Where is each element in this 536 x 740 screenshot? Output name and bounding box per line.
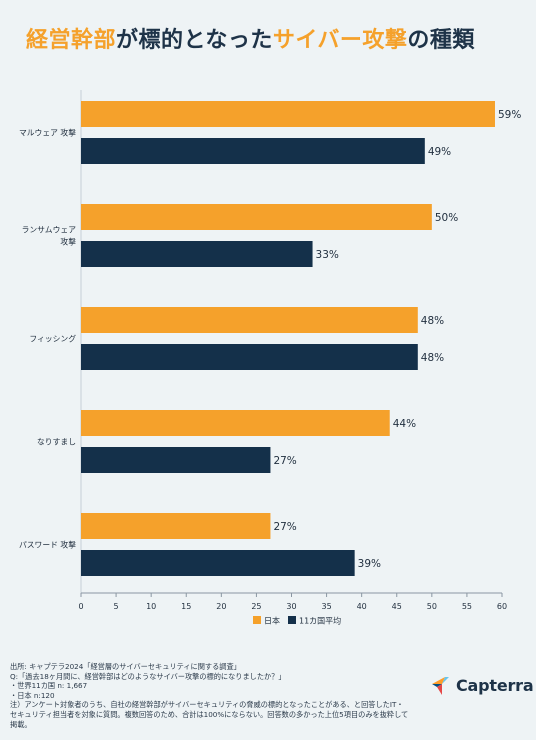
x-tick-label: 55 (462, 602, 472, 611)
bar-value-label: 59% (498, 109, 521, 121)
bar (81, 101, 495, 127)
bar-value-label: 33% (316, 249, 339, 261)
title-text-2: の種類 (407, 28, 475, 53)
x-tick-label: 50 (427, 602, 437, 611)
bar-value-label: 48% (421, 315, 444, 327)
legend-swatch (288, 616, 296, 624)
footer-sample-japan: ・日本 n:120 (10, 690, 55, 700)
category-label: なりすまし (37, 438, 76, 447)
bar (81, 204, 432, 230)
x-tick-label: 45 (392, 602, 402, 611)
bar-value-label: 48% (421, 352, 444, 364)
bar (81, 550, 355, 576)
x-tick-label: 15 (181, 602, 191, 611)
category-label: フィッシング (29, 334, 76, 344)
x-tick-label: 10 (146, 602, 156, 611)
x-tick-label: 25 (251, 602, 261, 611)
category-label: ランサムウェア (22, 226, 77, 235)
bar (81, 344, 418, 370)
x-tick-label: 30 (286, 602, 296, 611)
bar-value-label: 49% (428, 146, 451, 158)
footer-source: 出所: キャプテラ2024「経営層のサイバーセキュリティに関する調査」 (10, 662, 241, 671)
legend-label: 日本 (264, 616, 280, 626)
capterra-arrow-icon (432, 676, 449, 695)
legend-label: 11カ国平均 (299, 616, 341, 626)
footer-note: 注）アンケート対象者のうち、自社の経営幹部がサイバーセキュリティの脅威の標的とな… (10, 700, 409, 729)
bar (81, 447, 271, 473)
x-tick-label: 35 (321, 602, 331, 611)
bar-value-label: 44% (393, 418, 416, 430)
footer-sample-global: ・世界11カ国 n: 1,667 (10, 681, 88, 691)
bar (81, 241, 313, 267)
footer-notes: 出所: キャプテラ2024「経営層のサイバーセキュリティに関する調査」 Q:「過… (10, 662, 410, 729)
bar-value-label: 27% (273, 455, 296, 467)
footer-question: Q:「過去18ヶ月間に、経営幹部はどのようなサイバー攻撃の標的になりましたか？」 (10, 671, 286, 681)
bar-value-label: 39% (358, 558, 381, 570)
legend-swatch (253, 616, 261, 624)
bar-value-label: 50% (435, 212, 458, 224)
title-text-1: が標的となった (116, 28, 273, 53)
category-label: 攻撃 (60, 237, 76, 247)
page-title: 経営幹部が標的となったサイバー攻撃の種類 (26, 22, 475, 54)
x-tick-label: 20 (216, 602, 226, 611)
title-highlight-2: サイバー攻撃 (272, 28, 408, 53)
bar (81, 513, 271, 539)
x-tick-label: 60 (497, 602, 507, 611)
bar (81, 410, 390, 436)
bar (81, 138, 425, 164)
category-label: マルウェア 攻撃 (19, 128, 76, 138)
category-label: パスワード 攻撃 (19, 540, 76, 550)
x-tick-label: 5 (114, 602, 119, 611)
x-tick-label: 0 (78, 602, 83, 611)
capterra-logo: Capterra (432, 676, 534, 695)
bar-value-label: 27% (273, 521, 296, 533)
x-tick-label: 40 (357, 602, 367, 611)
bar (81, 307, 418, 333)
capterra-logo-text: Capterra (456, 676, 534, 695)
title-highlight-1: 経営幹部 (26, 28, 117, 53)
